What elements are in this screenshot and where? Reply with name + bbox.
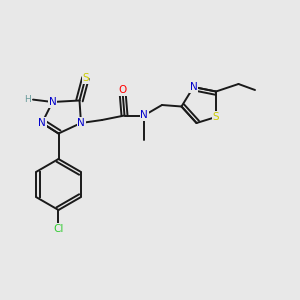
Text: N: N xyxy=(38,118,46,128)
Text: Cl: Cl xyxy=(53,224,64,234)
Text: N: N xyxy=(140,110,148,121)
Text: N: N xyxy=(77,118,85,128)
Text: H: H xyxy=(24,95,31,104)
Text: S: S xyxy=(213,112,219,122)
Text: N: N xyxy=(49,97,56,107)
Text: N: N xyxy=(190,82,197,92)
Text: O: O xyxy=(118,85,127,95)
Text: S: S xyxy=(82,73,89,83)
